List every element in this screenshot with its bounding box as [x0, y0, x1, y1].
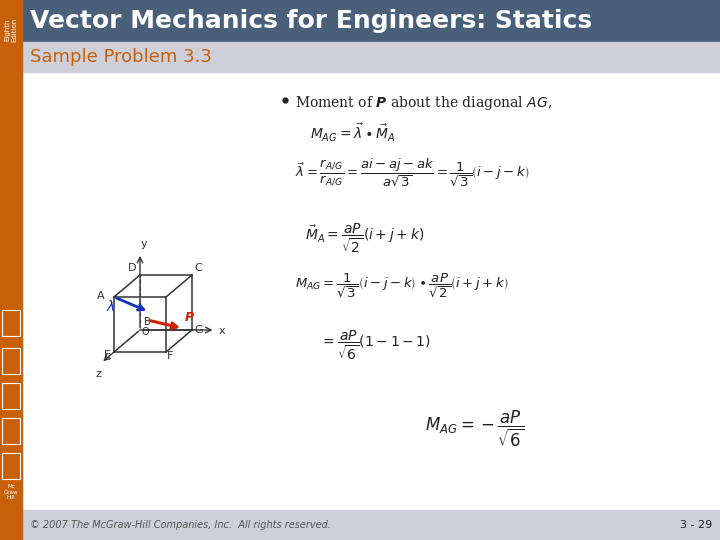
Text: 3 - 29: 3 - 29 — [680, 520, 712, 530]
Text: $\vec{M}_A = \dfrac{aP}{\sqrt{2}}\left(i+j+k\right)$: $\vec{M}_A = \dfrac{aP}{\sqrt{2}}\left(i… — [305, 222, 424, 255]
Bar — [22, 42, 720, 72]
Text: O: O — [142, 327, 150, 337]
Text: $= \dfrac{aP}{\sqrt{6}}\left(1-1-1\right)$: $= \dfrac{aP}{\sqrt{6}}\left(1-1-1\right… — [320, 329, 431, 362]
Text: $M_{AG} = \vec{\lambda}\bullet\vec{M}_A$: $M_{AG} = \vec{\lambda}\bullet\vec{M}_A$ — [310, 122, 396, 144]
Bar — [2, 418, 20, 444]
Bar — [2, 383, 20, 409]
Text: F: F — [167, 351, 174, 361]
Text: Vector Mechanics for Engineers: Statics: Vector Mechanics for Engineers: Statics — [30, 9, 592, 33]
Bar — [2, 348, 20, 374]
Bar — [22, 0, 720, 42]
Text: z: z — [95, 369, 101, 379]
Text: A: A — [97, 291, 105, 301]
Bar — [2, 453, 20, 479]
Text: $M_{AG} = \dfrac{1}{\sqrt{3}}\left(i-j-k\right)\bullet\dfrac{aP}{\sqrt{2}}\left(: $M_{AG} = \dfrac{1}{\sqrt{3}}\left(i-j-k… — [295, 272, 508, 300]
Text: D: D — [127, 263, 136, 273]
Text: Mc
Graw
Hill: Mc Graw Hill — [4, 484, 18, 500]
Text: $\lambda$: $\lambda$ — [106, 299, 115, 314]
Text: $M_{AG} = -\dfrac{aP}{\sqrt{6}}$: $M_{AG} = -\dfrac{aP}{\sqrt{6}}$ — [425, 409, 524, 449]
Text: G: G — [194, 325, 202, 335]
Bar — [0, 0, 22, 540]
Text: Moment of $\boldsymbol{P}$ about the diagonal $\mathit{AG}$,: Moment of $\boldsymbol{P}$ about the dia… — [295, 94, 552, 112]
Text: B: B — [144, 318, 151, 327]
Text: y: y — [141, 239, 148, 249]
Bar — [22, 510, 720, 540]
Text: Sample Problem 3.3: Sample Problem 3.3 — [30, 48, 212, 66]
Bar — [2, 310, 20, 336]
Text: Eighth
Edition: Eighth Edition — [4, 18, 17, 42]
Text: C: C — [194, 263, 202, 273]
Text: P: P — [185, 312, 194, 325]
Text: E: E — [104, 350, 111, 360]
Text: © 2007 The McGraw-Hill Companies, Inc.  All rights reserved.: © 2007 The McGraw-Hill Companies, Inc. A… — [30, 520, 331, 530]
Text: x: x — [218, 326, 225, 336]
Text: $\vec{\lambda} = \dfrac{r_{A/G}}{r_{A/G}} = \dfrac{ai-aj-ak}{a\sqrt{3}} = \dfrac: $\vec{\lambda} = \dfrac{r_{A/G}}{r_{A/G}… — [295, 157, 529, 190]
